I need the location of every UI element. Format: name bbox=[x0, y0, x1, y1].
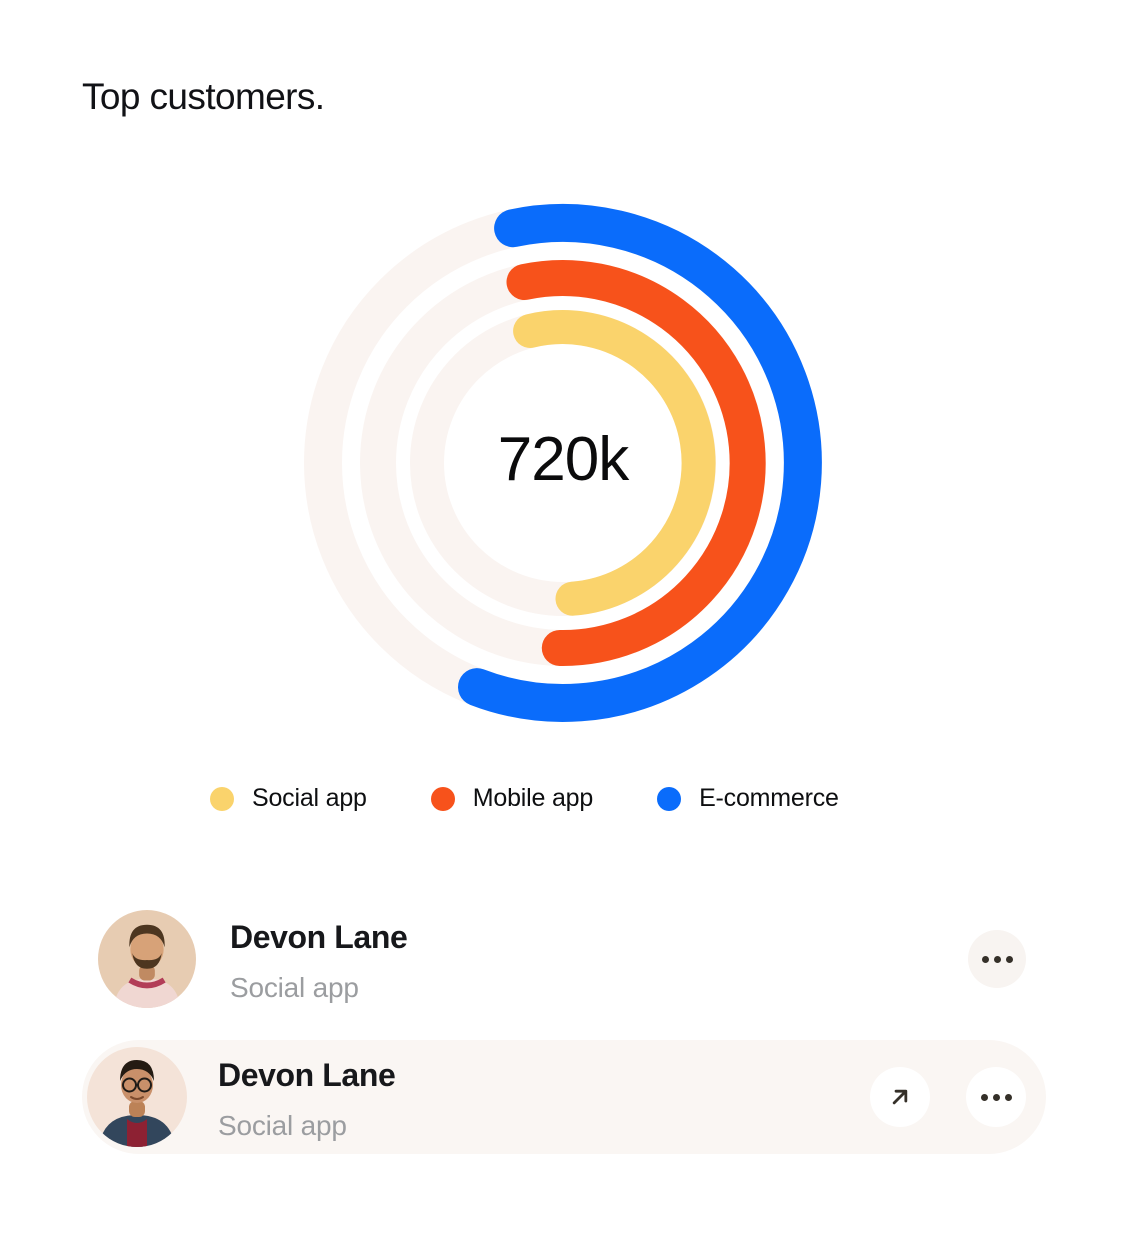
legend-label: Mobile app bbox=[472, 784, 594, 812]
bearded-man-avatar-illustration bbox=[98, 910, 196, 1008]
arrow-up-right-icon bbox=[892, 1089, 908, 1105]
ring-arcs bbox=[458, 203, 822, 722]
ellipsis-icon bbox=[981, 955, 1013, 963]
customer-category: Social app bbox=[230, 972, 359, 1003]
more-options-button[interactable] bbox=[966, 1067, 1026, 1127]
legend-item-mobile-app: Mobile app bbox=[430, 784, 594, 813]
legend-dot-mobile-app-icon bbox=[430, 786, 455, 811]
legend-item-e-commerce: E-commerce bbox=[657, 784, 839, 813]
more-options-button[interactable] bbox=[968, 930, 1026, 988]
ring-arc-mobile-app bbox=[506, 260, 766, 667]
open-customer-button[interactable] bbox=[870, 1067, 930, 1127]
customer-name: Devon Lane bbox=[230, 919, 408, 955]
legend-dot-e-commerce-icon bbox=[657, 786, 682, 811]
man-with-glasses-avatar-illustration bbox=[87, 1047, 187, 1147]
legend-label: Social app bbox=[252, 784, 367, 812]
ellipsis-icon bbox=[980, 1093, 1012, 1101]
page-title: Top customers. bbox=[82, 76, 325, 117]
customer-name: Devon Lane bbox=[218, 1057, 396, 1093]
radial-progress-chart bbox=[304, 203, 822, 722]
chart-total-value: 720k bbox=[497, 425, 629, 494]
avatar bbox=[87, 1047, 187, 1147]
customer-category: Social app bbox=[218, 1110, 347, 1141]
legend-label: E-commerce bbox=[699, 784, 839, 812]
avatar bbox=[98, 910, 196, 1008]
legend-dot-social-app-icon bbox=[210, 786, 234, 811]
ring-arc-social-app bbox=[513, 310, 716, 616]
ring-arc-e-commerce bbox=[458, 203, 822, 722]
chart-legend: Social app Mobile app E-commerce bbox=[210, 784, 839, 813]
legend-item-social-app: Social app bbox=[210, 784, 367, 813]
